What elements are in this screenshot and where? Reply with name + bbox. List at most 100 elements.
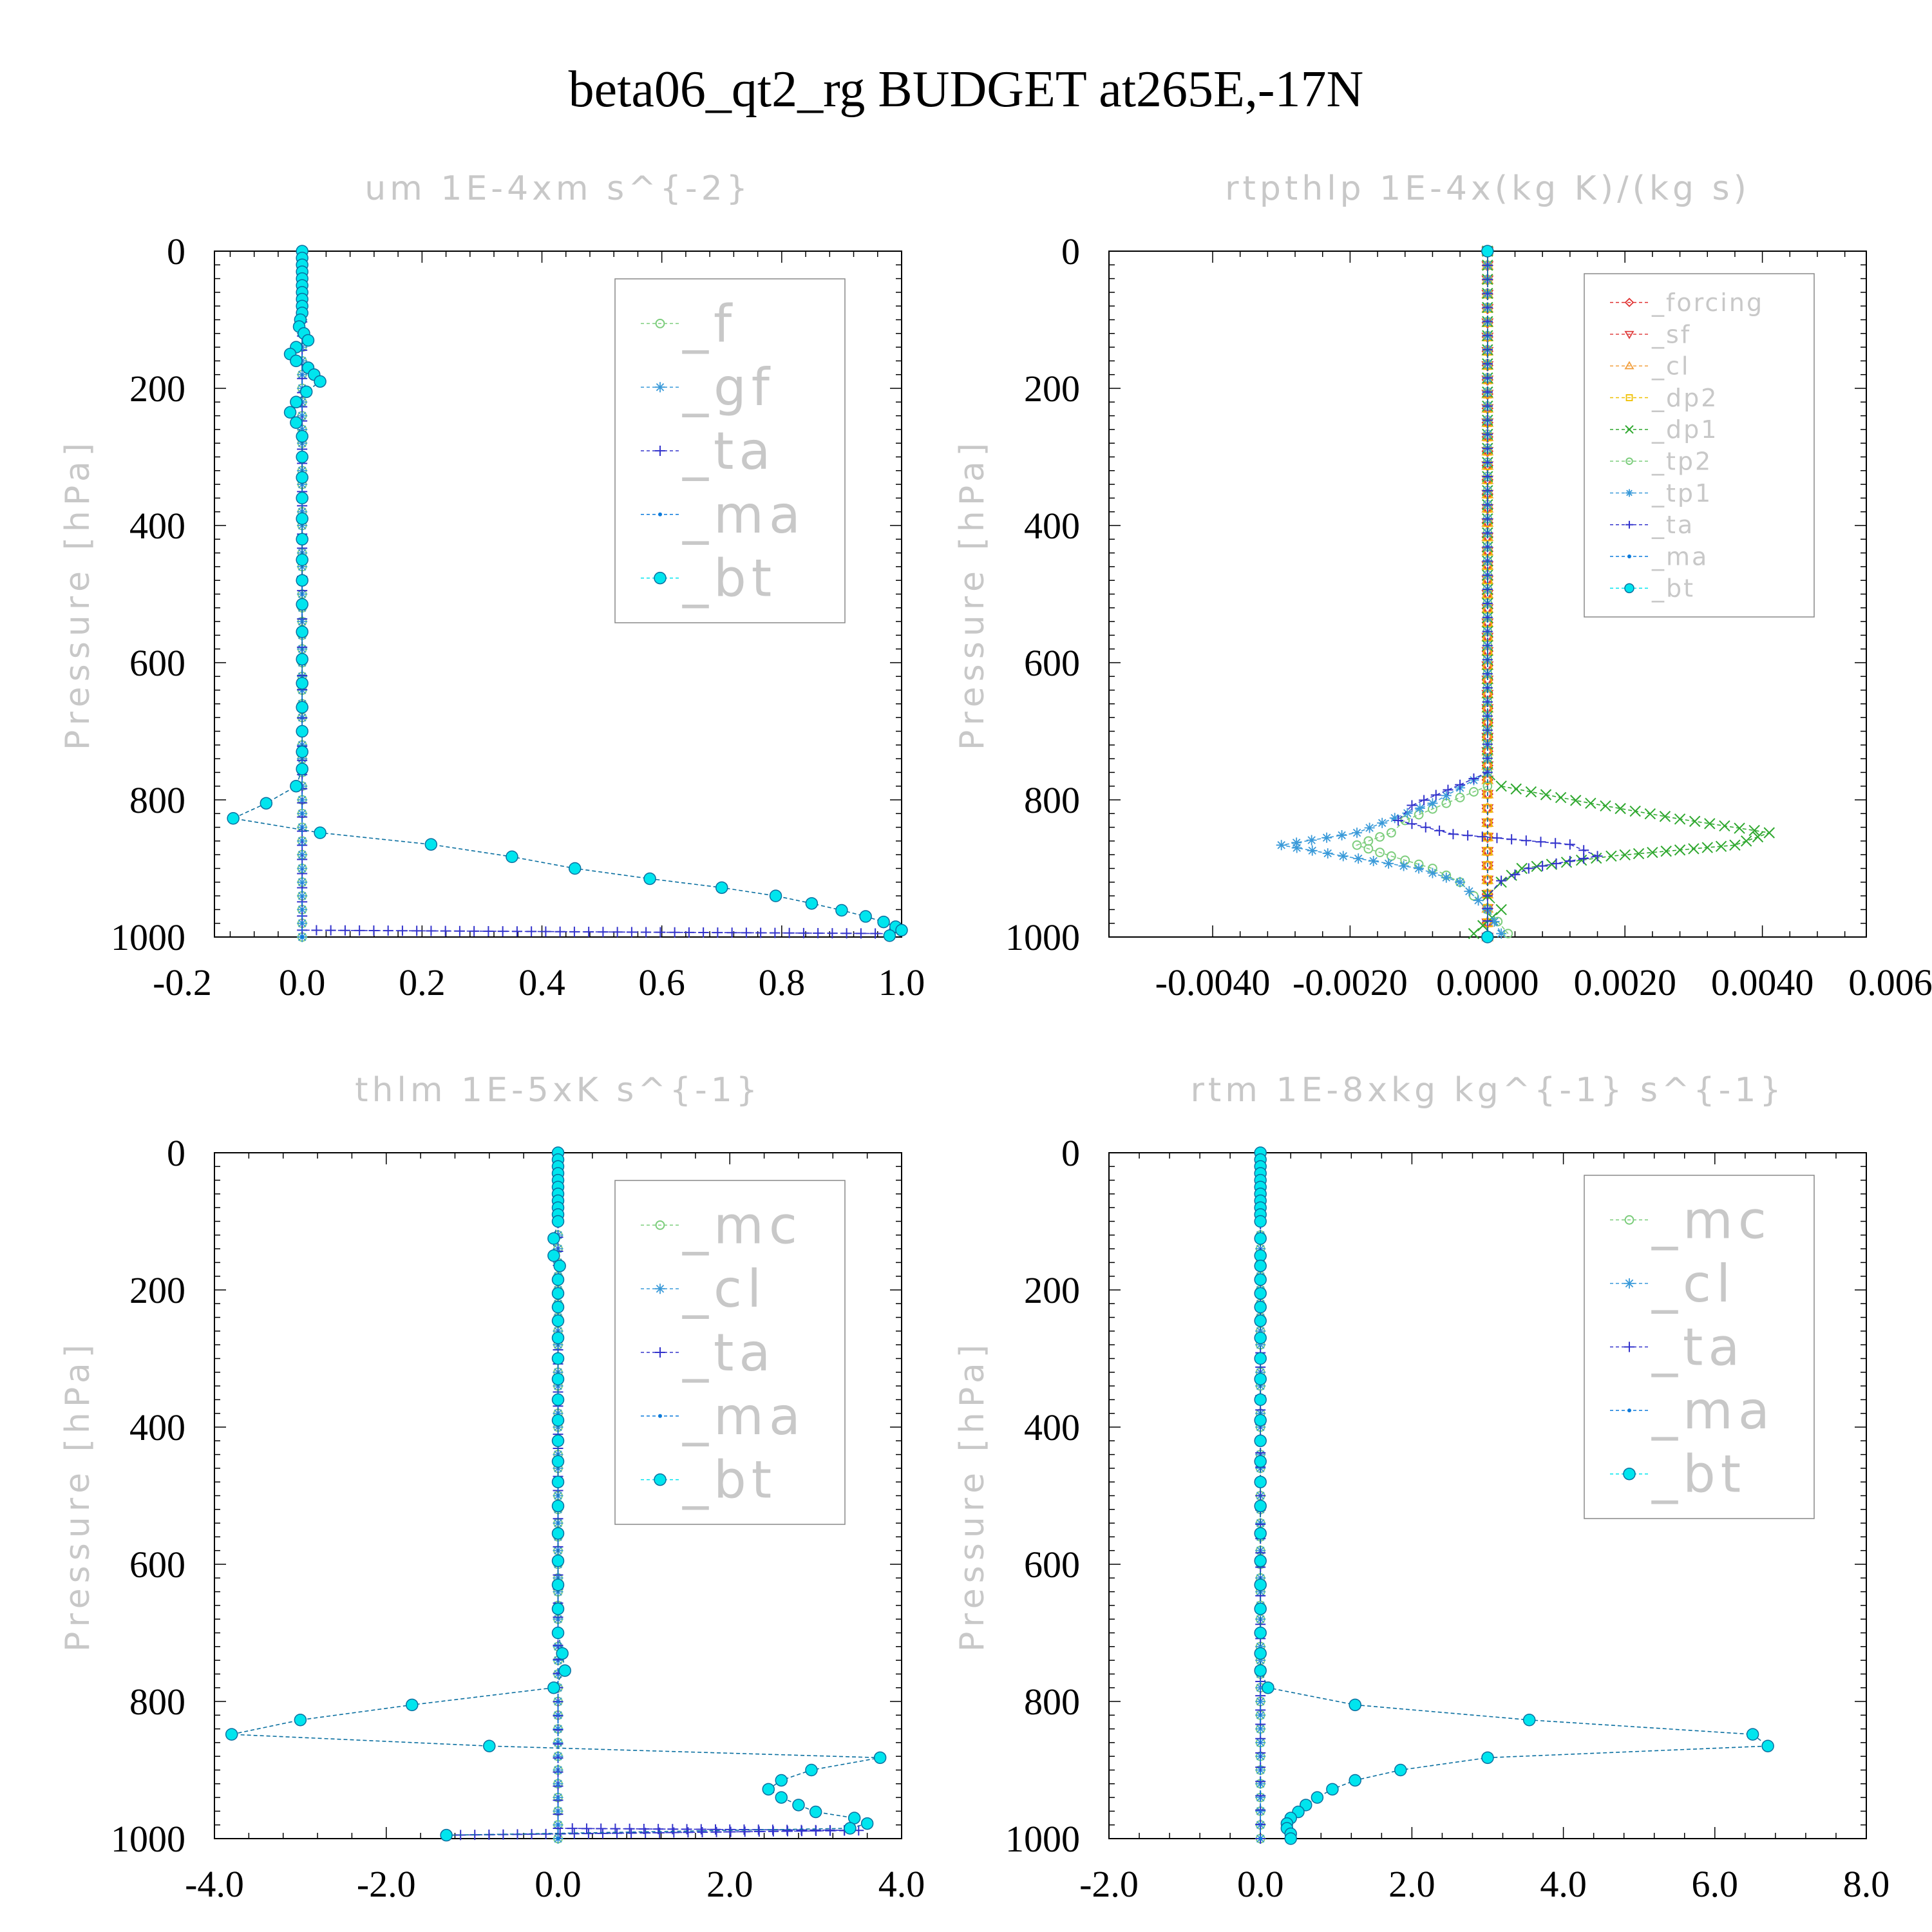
data-point [1306,835,1317,846]
data-point [296,745,308,759]
data-point [1510,869,1520,880]
data-point [877,915,890,929]
data-point [741,927,752,938]
y-tick-label: 1000 [1005,916,1080,958]
x-tick-label: -2.0 [357,1863,416,1905]
data-point [296,512,308,526]
data-point [556,1837,560,1841]
legend-label: _mc [1651,1190,1772,1250]
series-bt [1254,1146,1774,1845]
data-point [483,926,494,937]
data-point [1406,800,1417,811]
data-point [1689,815,1701,828]
data-point [296,430,308,443]
data-point [1551,858,1562,869]
data-point [626,927,637,938]
data-point [581,1823,592,1834]
data-point [1254,1300,1267,1314]
data-point [1496,928,1507,939]
data-point [551,1314,565,1327]
data-point [1307,845,1318,856]
data-point [1255,1325,1266,1336]
data-point [299,385,313,399]
legend-label: _sf [1651,320,1691,348]
legend-marker [1623,1467,1636,1481]
data-point [1455,876,1466,887]
data-point [1352,840,1362,850]
y-tick-label: 800 [129,779,185,821]
data-point [1674,844,1686,856]
data-point [825,1825,836,1836]
data-point [1402,808,1413,819]
data-point [739,1824,750,1835]
data-point [1254,1414,1267,1427]
chart-panel-1: um 1E-4xm s^{-2} Pressure [hPa] 0 200 400 600… [59,169,925,1003]
legend-item-sf: _sf [1610,320,1691,348]
data-point [1510,783,1522,795]
data-point [1481,931,1494,943]
x-tick-label: 0.0000 [1436,961,1539,1003]
series-ta [1393,246,1603,939]
data-point [314,826,327,839]
legend-item-bt: _bt [1610,1444,1741,1504]
data-point [424,838,438,851]
x-tick-label: 0.2 [399,961,446,1003]
data-point [715,881,728,895]
legend-item-cl: _cl [641,1259,761,1319]
data-point [624,1823,635,1834]
data-point [1546,858,1558,870]
data-point [860,1817,874,1830]
data-point [296,471,308,484]
data-point [1734,822,1745,834]
data-point [1321,832,1332,843]
data-point [1468,773,1479,784]
data-point [1262,1681,1274,1694]
data-point [775,1774,788,1787]
data-point [1254,1578,1267,1591]
y-tick-label: 800 [1024,1681,1080,1723]
data-point [1375,848,1385,858]
legend-box [1584,273,1815,618]
data-point [1254,1372,1267,1386]
data-point [895,923,908,937]
data-point [1291,837,1302,848]
data-point [558,1664,571,1677]
data-point [683,927,694,938]
data-point [569,1828,580,1839]
data-point [1254,1554,1267,1567]
legend-marker [655,1283,665,1294]
data-point [1443,784,1454,795]
legend-item-tp1: _tp1 [1610,479,1710,507]
x-tick-label: -0.0020 [1293,961,1408,1003]
data-point [1406,819,1417,829]
data-point [1393,815,1404,826]
data-point [655,927,666,938]
legend-marker [1624,1215,1634,1225]
data-point [1394,1763,1407,1777]
data-point [1254,1475,1267,1488]
legend-label: _bt [682,1450,777,1510]
data-point [1254,1215,1267,1228]
data-point [859,910,872,923]
legend-item-ma: _ma [1610,542,1707,571]
data-point [440,1828,453,1842]
x-tick-label: -2.0 [1079,1863,1139,1905]
data-point [711,1826,722,1837]
data-point [551,1273,565,1286]
data-point [775,1791,788,1804]
chart-panel-4: rtm 1E-8xkg kg^{-1} s^{-1} Pressure [hPa]… [953,1071,1889,1905]
data-point [626,1828,637,1839]
data-point [1276,840,1287,851]
legend-item-mc: _mc [641,1195,797,1255]
legend-marker [1625,425,1634,434]
data-point [1719,820,1730,832]
data-point [1746,1728,1759,1741]
legend-marker [654,1473,667,1486]
data-point [1353,853,1364,864]
data-point [297,876,308,887]
data-point [296,491,308,505]
data-point [551,1475,565,1488]
data-point [1322,848,1333,859]
legend-label: _ma [682,485,806,545]
data-point [873,1751,887,1765]
